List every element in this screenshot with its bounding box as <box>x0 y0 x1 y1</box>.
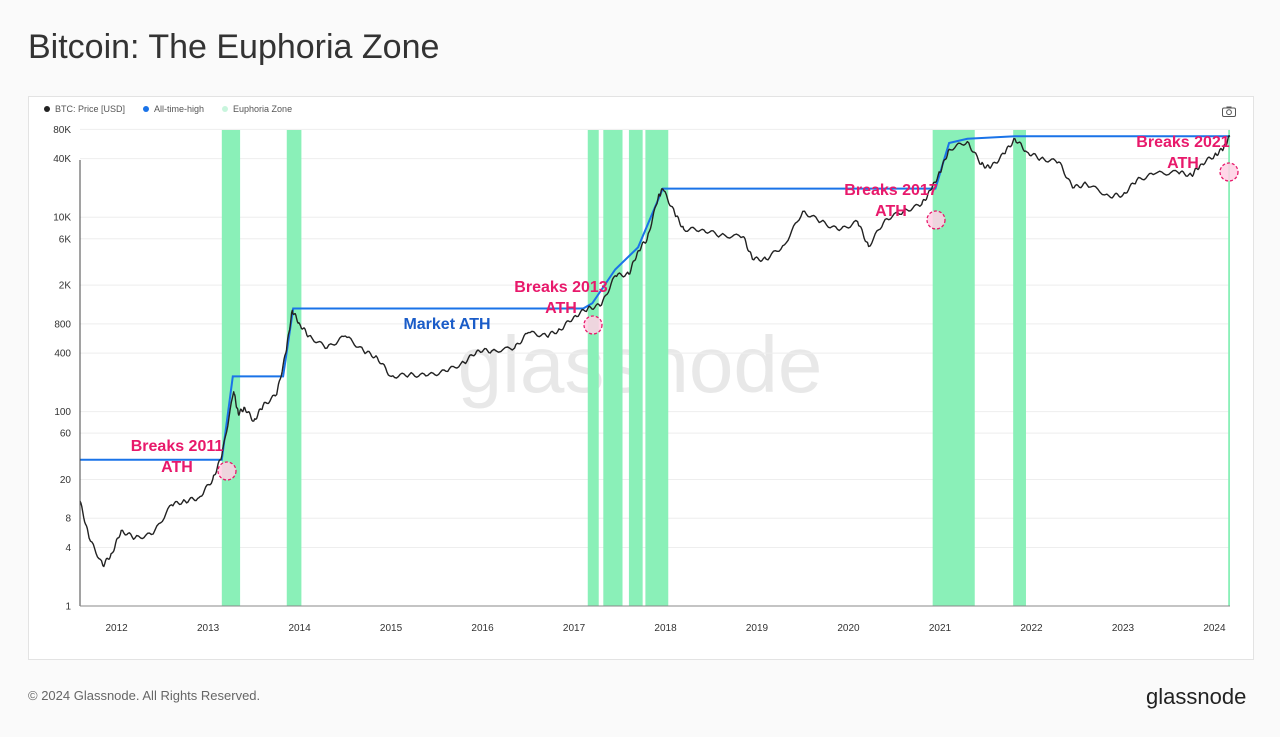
legend-item-euphoria[interactable]: Euphoria Zone <box>222 104 292 114</box>
legend-dot-euphoria <box>222 106 229 112</box>
y-tick-label: 100 <box>54 407 71 418</box>
ath-break-marker <box>217 461 237 481</box>
y-tick-label: 400 <box>54 349 71 360</box>
y-tick-label: 60 <box>60 429 72 440</box>
x-tick-label: 2018 <box>654 623 677 634</box>
euphoria-zone-bar <box>932 130 975 606</box>
y-tick-label: 80K <box>53 125 71 136</box>
y-tick-label: 4 <box>65 543 71 554</box>
ath-break-marker <box>926 210 946 230</box>
euphoria-zone-bar <box>1228 130 1230 606</box>
annotation-label: ATH <box>875 203 907 220</box>
y-tick-label: 800 <box>54 319 71 330</box>
legend-label-ath: All-time-high <box>154 104 205 114</box>
annotation-label: ATH <box>1167 155 1199 172</box>
annotation-label: ATH <box>545 300 577 317</box>
euphoria-zone-bar <box>221 130 241 606</box>
price-line <box>79 135 1231 568</box>
x-tick-label: 2023 <box>1112 623 1135 634</box>
x-tick-label: 2017 <box>563 623 586 634</box>
y-tick-label: 1 <box>65 602 71 613</box>
euphoria-zone-bar <box>628 130 643 606</box>
euphoria-zone-bar <box>587 130 599 606</box>
euphoria-zone-bar <box>645 130 669 606</box>
x-tick-label: 2012 <box>105 623 128 634</box>
annotation-label: Breaks 2011 <box>131 438 224 455</box>
x-tick-label: 2024 <box>1203 623 1226 634</box>
euphoria-zone-bar <box>286 130 302 606</box>
legend-item-ath[interactable]: All-time-high <box>143 104 204 114</box>
brand-logo[interactable]: glassnode <box>1146 684 1247 709</box>
x-tick-label: 2019 <box>746 623 769 634</box>
chart-legend: BTC: Price [USD] All-time-high Euphoria … <box>44 104 292 114</box>
ath-break-marker <box>1219 162 1239 182</box>
x-tick-label: 2020 <box>837 623 860 634</box>
x-tick-label: 2016 <box>471 623 494 634</box>
annotation-label: Breaks 2021 <box>1136 134 1230 151</box>
ath-line <box>80 135 1230 461</box>
euphoria-zone-bar <box>1013 130 1026 606</box>
legend-label-euphoria: Euphoria Zone <box>233 104 293 114</box>
euphoria-zone-bar <box>603 130 623 606</box>
annotation-label: Market ATH <box>403 316 490 333</box>
legend-label-price: BTC: Price [USD] <box>55 104 126 114</box>
page-title: Bitcoin: The Euphoria Zone <box>28 28 440 66</box>
annotation-label: ATH <box>161 459 193 476</box>
ath-break-marker <box>583 315 603 335</box>
y-tick-label: 8 <box>65 514 71 525</box>
y-tick-label: 6K <box>59 234 72 245</box>
y-tick-label: 10K <box>53 213 71 224</box>
legend-dot-price <box>44 106 50 112</box>
annotation-label: Breaks 2013 <box>514 279 608 296</box>
y-tick-label: 2K <box>59 281 72 292</box>
legend-dot-ath <box>143 106 150 112</box>
copyright: © 2024 Glassnode. All Rights Reserved. <box>28 688 261 703</box>
camera-icon[interactable] <box>1222 106 1236 117</box>
y-tick-label: 20 <box>60 475 72 486</box>
x-tick-label: 2022 <box>1020 623 1043 634</box>
x-tick-label: 2014 <box>288 623 311 634</box>
annotation-label: Breaks 2017 <box>844 182 938 199</box>
y-tick-label: 40K <box>53 154 71 165</box>
x-tick-label: 2013 <box>197 623 220 634</box>
legend-item-price[interactable]: BTC: Price [USD] <box>44 104 125 114</box>
x-tick-label: 2021 <box>929 623 952 634</box>
x-tick-label: 2015 <box>380 623 403 634</box>
